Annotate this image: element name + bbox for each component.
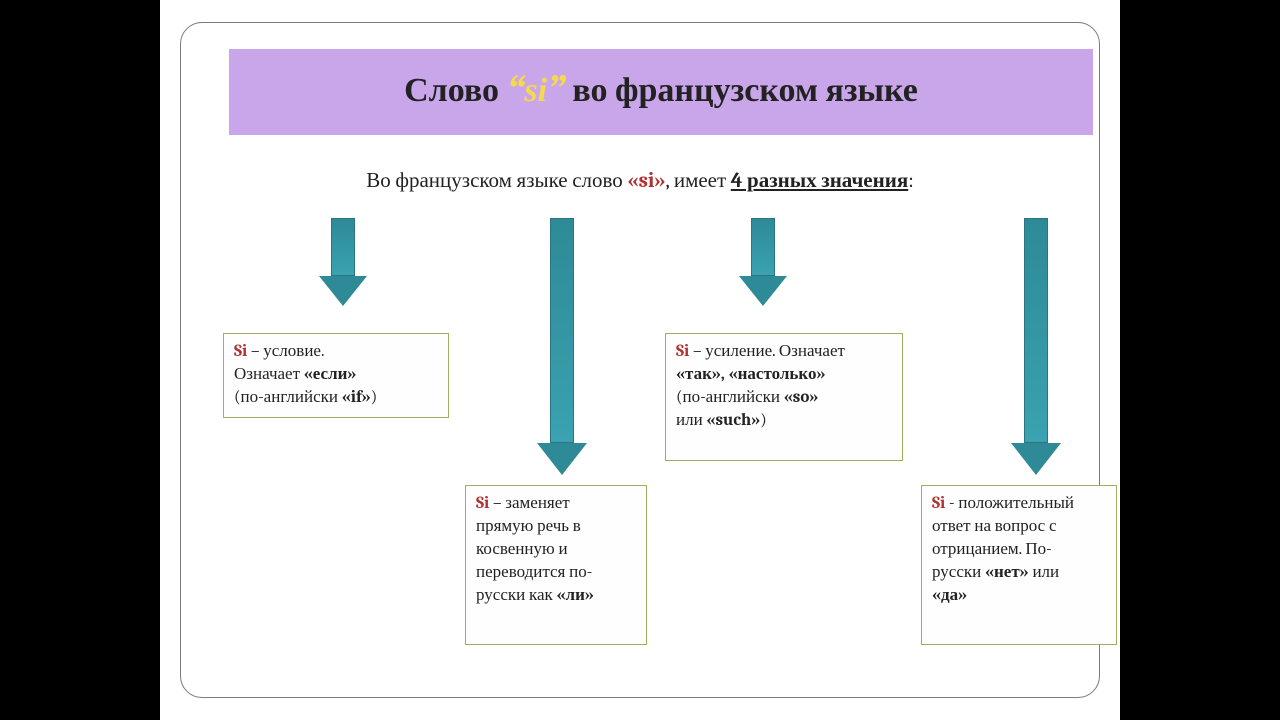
text: – усиление. Означает [689, 342, 845, 361]
text: русски [932, 563, 985, 582]
text: или [1029, 563, 1059, 582]
box-line: «так», «настолько» [676, 364, 892, 387]
subtitle-mid: , имеет [666, 169, 731, 193]
arrow-down-icon [537, 218, 587, 475]
text: – заменяет [489, 494, 569, 513]
bold-text: «such» [706, 411, 760, 430]
text: – условие. [247, 342, 324, 361]
meaning-box: Si – заменяетпрямую речь вкосвенную ипер… [465, 485, 647, 645]
text: прямую речь в [476, 517, 581, 536]
box-line: Означает «если» [234, 364, 438, 387]
text: ) [371, 388, 378, 407]
meaning-box: Si – условие.Означает «если»(по-английск… [223, 333, 449, 418]
box-line: Si – условие. [234, 341, 438, 364]
title-suffix: во французском языке [572, 70, 918, 110]
text: отрицанием. По- [932, 540, 1052, 559]
si-word: Si [234, 342, 247, 361]
box-line: «да» [932, 585, 1106, 608]
arrow-shaft [1024, 218, 1048, 443]
bold-text: «нет» [985, 563, 1029, 582]
subtitle-pre: Во французском языке слово [366, 169, 627, 193]
text: русски как [476, 586, 557, 605]
si-word: Si [476, 494, 489, 513]
title-quote-close: ” [547, 66, 565, 117]
bold-text: «да» [932, 586, 967, 605]
box-line: русски «нет» или [932, 562, 1106, 585]
box-line: Si – заменяет [476, 493, 636, 516]
box-line: отрицанием. По- [932, 539, 1106, 562]
text: переводится по- [476, 563, 592, 582]
box-line: (по-английски «so» [676, 387, 892, 410]
meaning-box: Si – усиление. Означает«так», «настолько… [665, 333, 903, 461]
box-line: Si – усиление. Означает [676, 341, 892, 364]
box-line: прямую речь в [476, 516, 636, 539]
subtitle-si: «si» [627, 169, 665, 193]
bold-text: «если» [304, 365, 357, 384]
arrow-shaft [331, 218, 355, 276]
box-line: Si - положительный [932, 493, 1106, 516]
bold-text: «if» [342, 388, 371, 407]
arrow-down-icon [1011, 218, 1061, 475]
title-prefix: Слово [404, 70, 506, 110]
box-line: ответ на вопрос с [932, 516, 1106, 539]
subtitle: Во французском языке слово «si», имеет 4… [181, 168, 1099, 193]
arrow-shaft [550, 218, 574, 443]
bold-text: «так», «настолько» [676, 365, 826, 384]
bold-text: «so» [784, 388, 819, 407]
text: или [676, 411, 706, 430]
arrow-head [739, 276, 787, 306]
slide: Слово “si” во французском языке Во франц… [160, 0, 1120, 720]
title-si: si [524, 72, 547, 109]
arrow-head [537, 443, 587, 475]
arrow-head [1011, 443, 1061, 475]
content-frame: Слово “si” во французском языке Во франц… [180, 22, 1100, 698]
box-line: косвенную и [476, 539, 636, 562]
box-line: (по-английски «if») [234, 387, 438, 410]
bold-text: «ли» [557, 586, 594, 605]
box-line: или «such») [676, 410, 892, 433]
text: косвенную и [476, 540, 568, 559]
box-line: русски как «ли» [476, 585, 636, 608]
subtitle-count: 4 разных значения [731, 169, 908, 193]
arrow-shaft [751, 218, 775, 276]
text: Означает [234, 365, 304, 384]
text: - положительный [945, 494, 1074, 513]
title-quote-open: “ [507, 66, 525, 117]
arrow-head [319, 276, 367, 306]
text: (по-английски [676, 388, 784, 407]
arrow-down-icon [739, 218, 787, 306]
title-bar: Слово “si” во французском языке [229, 49, 1093, 135]
box-line: переводится по- [476, 562, 636, 585]
si-word: Si [932, 494, 945, 513]
si-word: Si [676, 342, 689, 361]
text: ) [760, 411, 767, 430]
subtitle-post: : [908, 169, 914, 193]
meaning-box: Si - положительныйответ на вопрос сотриц… [921, 485, 1117, 645]
text: (по-английски [234, 388, 342, 407]
text: ответ на вопрос с [932, 517, 1057, 536]
arrow-down-icon [319, 218, 367, 306]
